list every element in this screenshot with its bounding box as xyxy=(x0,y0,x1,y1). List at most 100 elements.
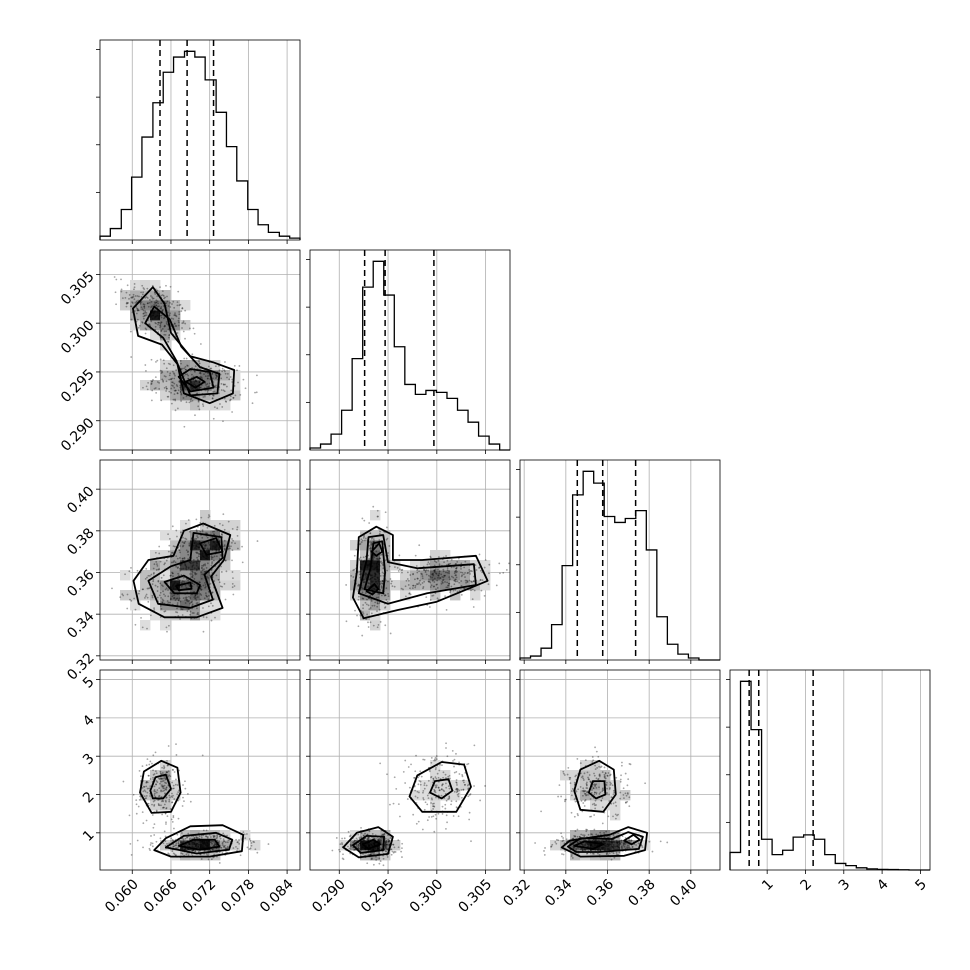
sample-point xyxy=(202,616,205,618)
sample-point xyxy=(624,772,627,775)
sample-point xyxy=(177,317,180,320)
x-tick-label: 0.066 xyxy=(141,876,181,916)
sample-point xyxy=(435,766,437,769)
density-cell xyxy=(170,370,181,381)
sample-point xyxy=(177,578,180,581)
sample-point xyxy=(166,370,169,373)
sample-point xyxy=(152,379,154,381)
sample-point xyxy=(592,759,595,762)
sample-point xyxy=(177,817,180,820)
sample-point xyxy=(133,283,136,285)
sample-point xyxy=(372,840,375,843)
sample-point xyxy=(169,775,172,778)
sample-point xyxy=(423,758,426,761)
sample-point xyxy=(152,314,154,317)
sample-point xyxy=(149,760,152,763)
sample-point xyxy=(628,762,631,765)
sample-point xyxy=(220,377,223,380)
density-cell xyxy=(210,600,221,611)
sample-point xyxy=(440,794,443,797)
sample-point xyxy=(174,844,177,847)
sample-point xyxy=(574,835,577,838)
sample-point xyxy=(457,815,460,818)
sample-point xyxy=(162,779,165,782)
sample-point xyxy=(214,545,217,548)
sample-point xyxy=(172,588,175,591)
sample-point xyxy=(358,557,361,560)
sample-point xyxy=(207,844,210,847)
sample-point xyxy=(634,850,637,852)
sample-point xyxy=(623,797,625,800)
sample-point xyxy=(224,841,227,844)
sample-point xyxy=(449,578,451,581)
sample-point xyxy=(450,585,453,588)
sample-point xyxy=(147,305,150,308)
sample-point xyxy=(267,843,270,845)
sample-point xyxy=(141,765,144,768)
sample-point xyxy=(215,844,218,846)
sample-point xyxy=(178,304,181,307)
sample-point xyxy=(115,278,118,281)
sample-point xyxy=(165,322,168,325)
sample-point xyxy=(195,518,198,521)
sample-point xyxy=(422,586,425,588)
sample-point xyxy=(200,589,203,591)
density-cell xyxy=(140,380,151,391)
sample-point xyxy=(202,563,205,566)
sample-point xyxy=(432,572,434,575)
sample-point xyxy=(608,848,611,851)
sample-point xyxy=(141,321,144,324)
sample-point xyxy=(608,852,611,854)
sample-point xyxy=(377,568,380,571)
sample-point xyxy=(607,815,610,818)
sample-point xyxy=(241,545,243,548)
sample-point xyxy=(379,762,382,765)
sample-point xyxy=(188,327,191,330)
y-tick-label: 0.36 xyxy=(64,567,97,600)
sample-point xyxy=(581,810,584,813)
sample-point xyxy=(377,558,380,561)
sample-point xyxy=(191,612,194,614)
sample-point xyxy=(164,844,167,847)
sample-point xyxy=(169,302,171,304)
sample-point xyxy=(442,579,444,582)
sample-point xyxy=(381,838,383,841)
sample-point xyxy=(616,814,618,817)
sample-point xyxy=(121,593,124,596)
sample-point xyxy=(431,573,434,576)
sample-point xyxy=(195,380,198,383)
sample-point xyxy=(335,837,338,839)
sample-point xyxy=(464,560,467,563)
sample-point xyxy=(580,776,583,779)
sample-point xyxy=(173,594,175,597)
sample-point xyxy=(189,561,191,564)
sample-point xyxy=(379,574,382,577)
sample-point xyxy=(613,845,615,848)
sample-point xyxy=(161,799,164,802)
sample-point xyxy=(454,570,457,573)
sample-point xyxy=(182,397,185,399)
sample-point xyxy=(388,839,390,842)
sample-point xyxy=(230,541,233,544)
sample-point xyxy=(200,516,203,519)
density-cell xyxy=(180,360,191,371)
sample-point xyxy=(162,800,165,803)
sample-point xyxy=(193,577,196,580)
density-cell xyxy=(430,580,441,591)
sample-point xyxy=(219,835,222,838)
sample-point xyxy=(196,562,198,565)
sample-point xyxy=(379,838,382,841)
sample-point xyxy=(372,842,375,845)
sample-point xyxy=(598,786,600,789)
sample-point xyxy=(205,594,207,597)
sample-point xyxy=(184,337,186,340)
sample-point xyxy=(560,795,563,798)
sample-point xyxy=(236,535,239,537)
sample-point xyxy=(463,566,466,569)
sample-point xyxy=(159,777,162,780)
sample-point xyxy=(138,769,141,772)
sample-point xyxy=(445,786,448,789)
sample-point xyxy=(433,564,436,567)
sample-point xyxy=(434,786,437,789)
sample-point xyxy=(169,372,172,375)
